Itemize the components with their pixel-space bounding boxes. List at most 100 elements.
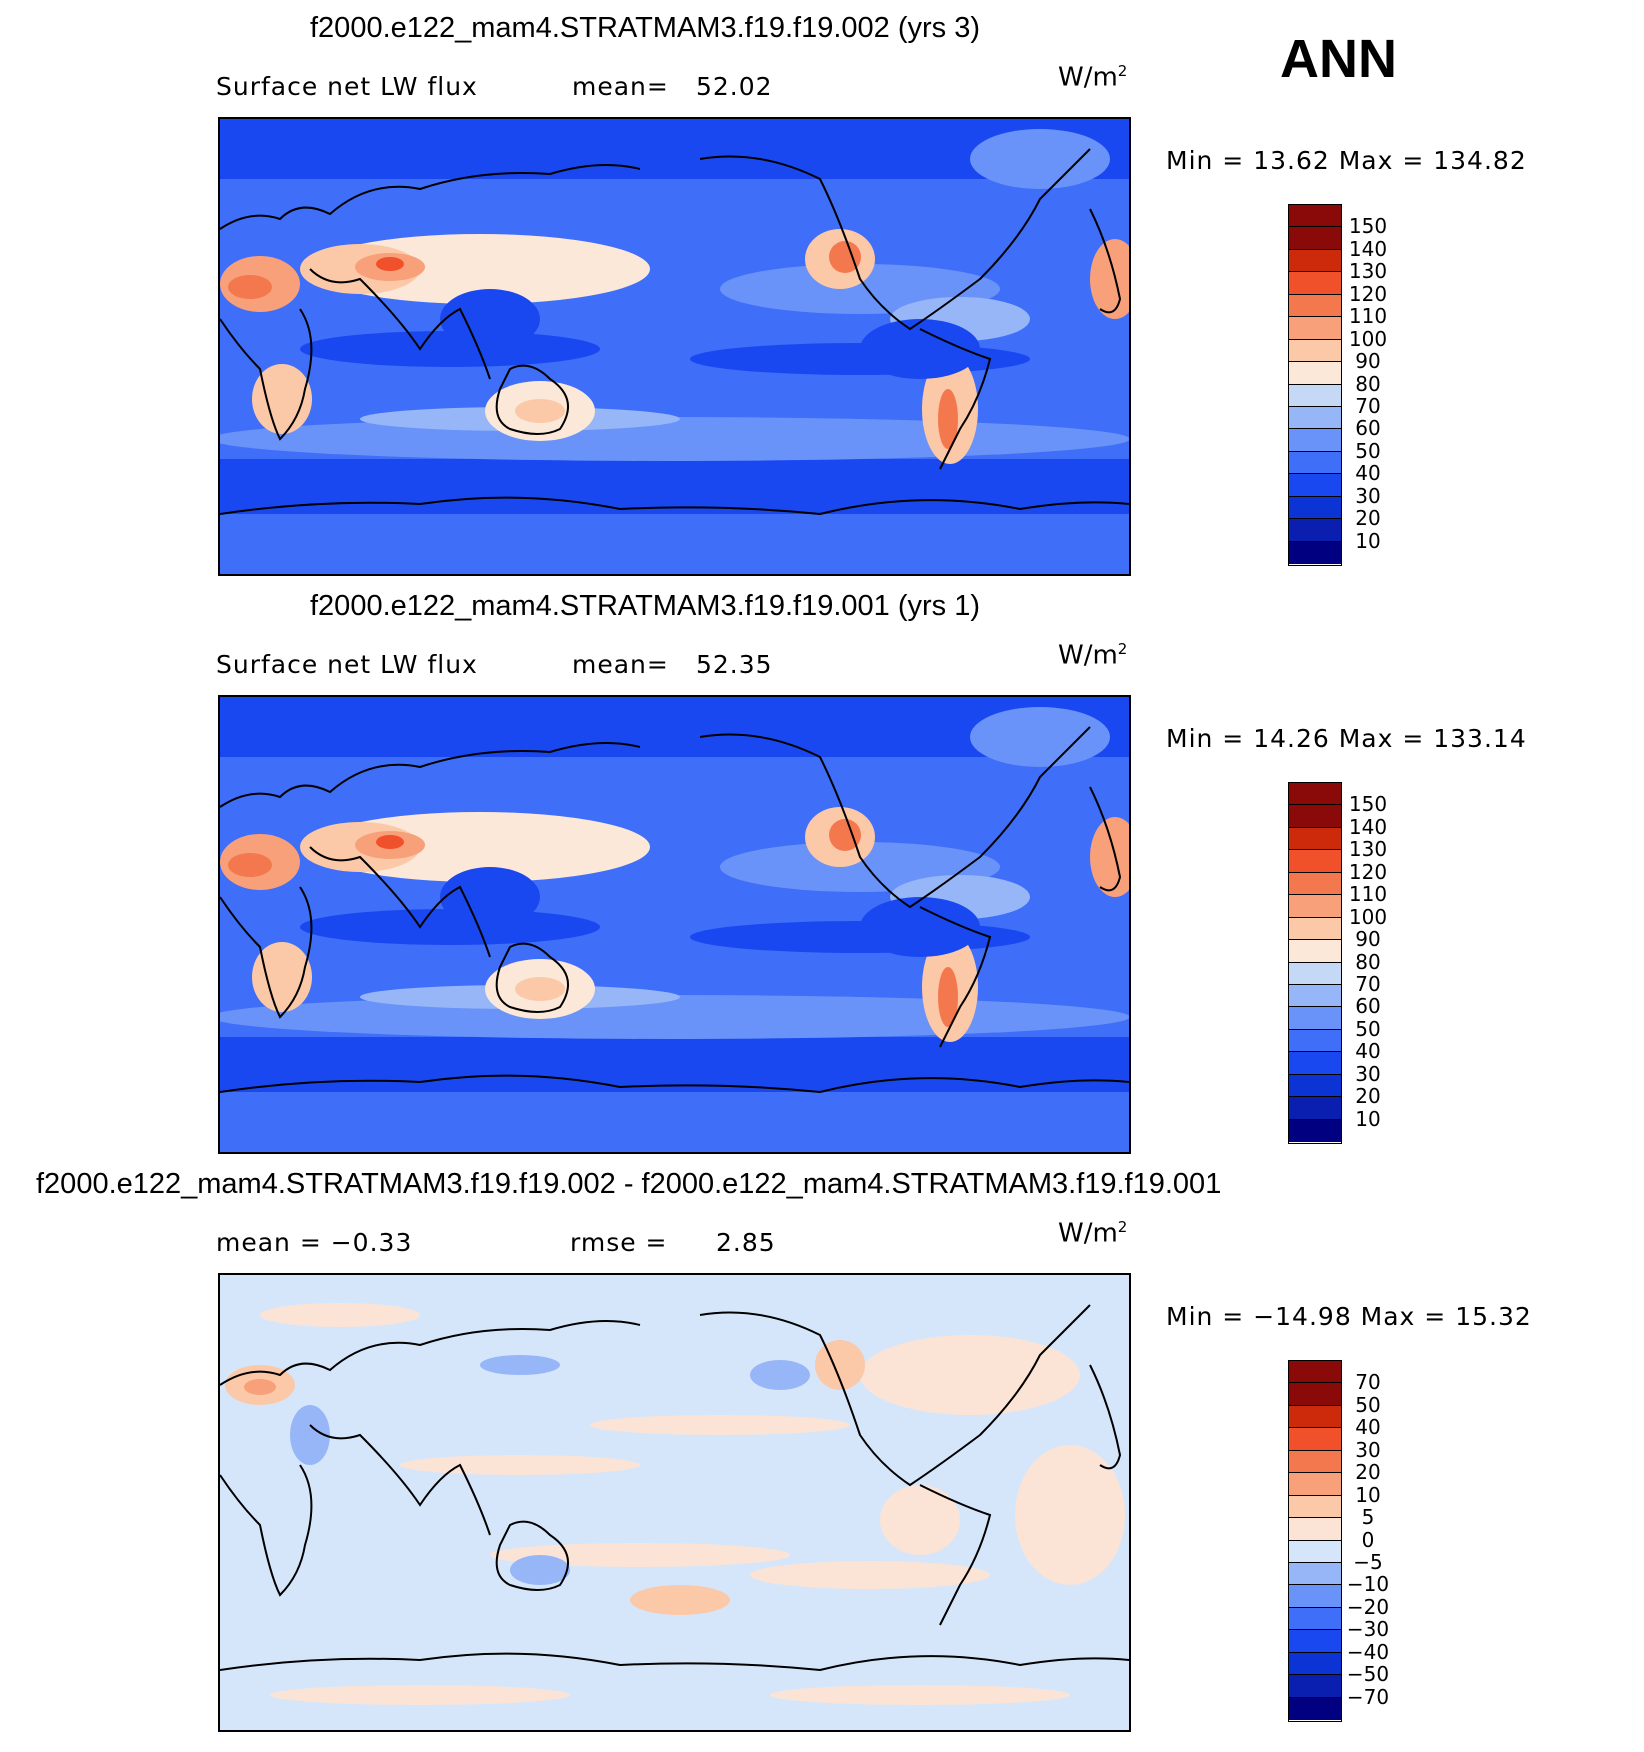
panel-1-map-canvas (220, 119, 1129, 574)
colorbar-segment (1289, 1540, 1341, 1563)
season-label: ANN (1280, 29, 1397, 89)
colorbar-tick-label: 40 (1355, 1415, 1381, 1440)
colorbar-tick-label: 20 (1355, 506, 1381, 531)
panel-1-colorbar (1288, 204, 1342, 566)
colorbar-tick-label: 130 (1348, 837, 1388, 862)
panel-3-map (218, 1273, 1131, 1732)
colorbar-segment (1289, 1428, 1341, 1451)
colorbar-tick-label: 90 (1355, 927, 1381, 952)
colorbar-tick-label: 50 (1355, 438, 1381, 463)
colorbar-segment (1289, 1029, 1341, 1053)
colorbar-segment (1289, 1630, 1341, 1653)
colorbar-tick-label: 70 (1355, 971, 1381, 996)
panel-2-variable-label: Surface net LW flux (216, 650, 478, 679)
colorbar-tick-label: 10 (1355, 528, 1381, 553)
colorbar-segment (1289, 272, 1341, 295)
colorbar-segment (1289, 451, 1341, 475)
colorbar-segment (1289, 474, 1341, 497)
colorbar-tick-label: 30 (1355, 1437, 1381, 1462)
colorbar-segment (1289, 827, 1341, 851)
panel-1-map (218, 117, 1131, 576)
panel-1-stat-value: 52.02 (696, 72, 773, 101)
colorbar-segment (1289, 1495, 1341, 1519)
colorbar-segment (1289, 1607, 1341, 1631)
colorbar-segment (1289, 1052, 1341, 1075)
colorbar-tick-label: 50 (1355, 1016, 1381, 1041)
colorbar-tick-label: 20 (1355, 1084, 1381, 1109)
panel-3-title: f2000.e122_mam4.STRATMAM3.f19.f19.002 - … (36, 1168, 1222, 1200)
colorbar-segment (1289, 362, 1341, 385)
colorbar-segment (1289, 541, 1341, 564)
colorbar-tick-label: 70 (1355, 393, 1381, 418)
colorbar-segment (1289, 519, 1341, 542)
colorbar-segment (1289, 805, 1341, 828)
colorbar-segment (1289, 962, 1341, 985)
colorbar-tick-label: −5 (1353, 1549, 1383, 1574)
colorbar-segment (1289, 429, 1341, 452)
colorbar-tick-label: 130 (1348, 259, 1388, 284)
panel-3-stat-value: 2.85 (716, 1228, 776, 1257)
colorbar-tick-label: 5 (1361, 1505, 1375, 1530)
colorbar-segment (1289, 1652, 1341, 1676)
colorbar-segment (1289, 872, 1341, 896)
colorbar-segment (1289, 1450, 1341, 1474)
colorbar-segment (1289, 1697, 1341, 1720)
colorbar-segment (1289, 1585, 1341, 1608)
colorbar-tick-label: 120 (1348, 859, 1388, 884)
panel-1-title: f2000.e122_mam4.STRATMAM3.f19.f19.002 (y… (310, 12, 980, 44)
colorbar-segment (1289, 1119, 1341, 1142)
colorbar-segment (1289, 1007, 1341, 1030)
colorbar-tick-label: 60 (1355, 994, 1381, 1019)
panel-2-map (218, 695, 1131, 1154)
colorbar-tick-label: 30 (1355, 1061, 1381, 1086)
colorbar-segment (1289, 984, 1341, 1008)
colorbar-tick-label: 140 (1348, 814, 1388, 839)
panel-1-stat-label: mean= (572, 72, 669, 101)
colorbar-segment (1289, 496, 1341, 520)
colorbar-segment (1289, 1562, 1341, 1586)
colorbar-tick-label: 80 (1355, 949, 1381, 974)
colorbar-tick-label: 40 (1355, 1039, 1381, 1064)
colorbar-tick-label: 140 (1348, 236, 1388, 261)
colorbar-tick-label: −70 (1346, 1684, 1390, 1709)
colorbar-segment (1289, 205, 1341, 228)
colorbar-tick-label: 50 (1355, 1392, 1381, 1417)
panel-2-minmax: Min = 14.26 Max = 133.14 (1166, 724, 1527, 753)
colorbar-segment (1289, 1405, 1341, 1429)
colorbar-tick-label: −50 (1346, 1662, 1390, 1687)
colorbar-tick-label: −10 (1346, 1572, 1390, 1597)
colorbar-tick-label: 100 (1348, 904, 1388, 929)
colorbar-segment (1289, 850, 1341, 873)
colorbar-segment (1289, 406, 1341, 430)
colorbar-tick-label: 80 (1355, 371, 1381, 396)
colorbar-segment (1289, 1473, 1341, 1496)
colorbar-tick-label: −40 (1346, 1639, 1390, 1664)
colorbar-tick-label: 150 (1348, 792, 1388, 817)
colorbar-segment (1289, 227, 1341, 250)
colorbar-tick-label: −20 (1346, 1594, 1390, 1619)
panel-3-colorbar (1288, 1360, 1342, 1722)
colorbar-segment (1289, 1383, 1341, 1406)
colorbar-tick-label: 60 (1355, 416, 1381, 441)
panel-2-title: f2000.e122_mam4.STRATMAM3.f19.f19.001 (y… (310, 590, 980, 622)
panel-2-stat-value: 52.35 (696, 650, 773, 679)
panel-2-stat-label: mean= (572, 650, 669, 679)
colorbar-segment (1289, 940, 1341, 963)
colorbar-tick-label: 40 (1355, 461, 1381, 486)
panel-3-minmax: Min = −14.98 Max = 15.32 (1166, 1302, 1532, 1331)
panel-3-mean-label: mean = −0.33 (216, 1228, 413, 1257)
colorbar-segment (1289, 1361, 1341, 1384)
colorbar-segment (1289, 895, 1341, 918)
colorbar-segment (1289, 249, 1341, 273)
colorbar-tick-label: 120 (1348, 281, 1388, 306)
colorbar-segment (1289, 783, 1341, 806)
panel-2-units: W/m2 (1058, 640, 1128, 671)
panel-3-units: W/m2 (1058, 1218, 1128, 1249)
panel-3-map-canvas (220, 1275, 1129, 1730)
colorbar-segment (1289, 1097, 1341, 1120)
panel-2-map-canvas (220, 697, 1129, 1152)
panel-1-variable-label: Surface net LW flux (216, 72, 478, 101)
colorbar-tick-label: 30 (1355, 483, 1381, 508)
panel-2-colorbar (1288, 782, 1342, 1144)
panel-1-minmax: Min = 13.62 Max = 134.82 (1166, 146, 1527, 175)
